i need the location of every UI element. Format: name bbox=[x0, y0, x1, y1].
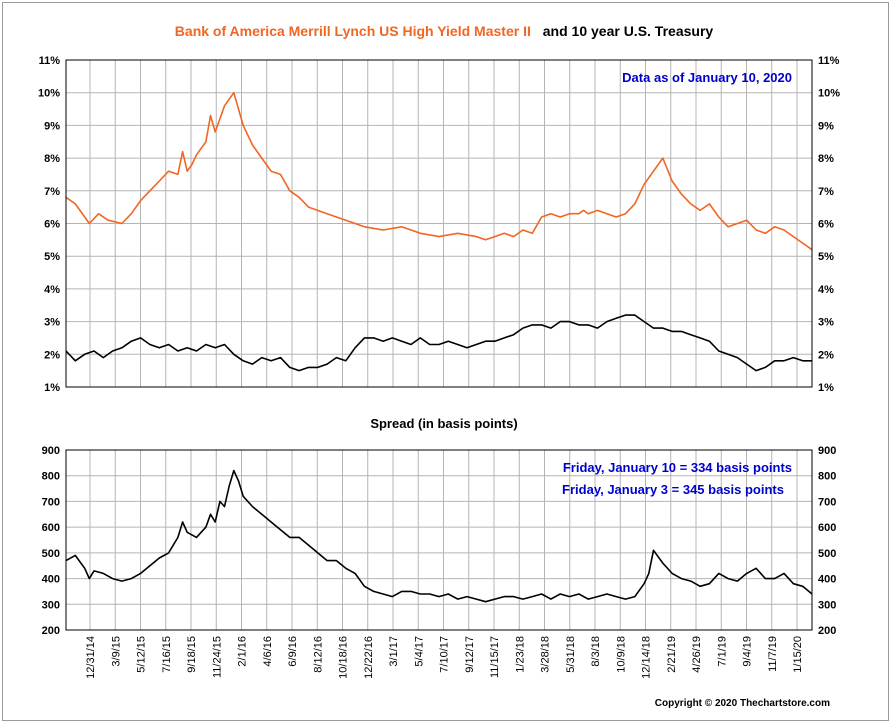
x-tick-label: 5/4/17 bbox=[413, 636, 425, 667]
top-plot-border bbox=[65, 59, 813, 388]
x-tick-label: 9/4/19 bbox=[742, 636, 754, 667]
y-tick-label-right: 900 bbox=[818, 445, 836, 457]
y-tick-label-left: 11% bbox=[39, 55, 61, 67]
bottom-chart-series bbox=[65, 469, 813, 603]
x-tick-label: 3/9/15 bbox=[110, 636, 122, 667]
x-tick-label: 9/12/17 bbox=[464, 636, 476, 673]
x-tick-label: 6/9/16 bbox=[287, 636, 299, 667]
y-tick-label-left: 4% bbox=[44, 284, 60, 296]
spread-chart-title: Spread (in basis points) bbox=[370, 416, 517, 431]
y-tick-label-left: 200 bbox=[42, 625, 60, 637]
top-y-axis-left: 1% 2% 3% 4% 5% 6% 7% 8% 9% 10% 11% bbox=[38, 55, 60, 394]
y-tick-label-right: 400 bbox=[818, 574, 836, 586]
x-tick-label: 8/3/18 bbox=[590, 636, 602, 667]
y-tick-label-right: 9% bbox=[818, 120, 834, 132]
y-tick-label-right: 500 bbox=[818, 548, 836, 560]
y-tick-label-right: 4% bbox=[818, 284, 834, 296]
data-as-of-label: Data as of January 10, 2020 bbox=[622, 70, 792, 85]
y-tick-label-left: 300 bbox=[42, 599, 60, 611]
y-tick-label-left: 900 bbox=[42, 445, 60, 457]
y-tick-label-right: 3% bbox=[818, 317, 834, 329]
y-tick-label-right: 700 bbox=[818, 496, 836, 508]
x-tick-label: 1/15/20 bbox=[792, 636, 804, 673]
title-part-high-yield: Bank of America Merrill Lynch US High Yi… bbox=[175, 23, 531, 39]
top-chart-series bbox=[65, 91, 813, 372]
y-tick-label-left: 700 bbox=[42, 496, 60, 508]
y-tick-label-left: 600 bbox=[42, 522, 60, 534]
x-tick-label: 11/15/17 bbox=[489, 636, 501, 678]
spread-annotation-jan10: Friday, January 10 = 334 basis points bbox=[563, 460, 792, 475]
x-tick-label: 8/12/16 bbox=[312, 636, 324, 673]
top-chart-grid bbox=[66, 60, 812, 387]
y-tick-label-left: 2% bbox=[44, 349, 60, 361]
x-tick-label: 2/21/19 bbox=[666, 636, 678, 673]
x-tick-label: 1/23/18 bbox=[514, 636, 526, 673]
y-tick-label-right: 800 bbox=[818, 471, 836, 483]
y-tick-label-left: 7% bbox=[44, 186, 60, 198]
y-tick-label-left: 9% bbox=[44, 120, 60, 132]
x-tick-label: 3/1/17 bbox=[388, 636, 400, 667]
y-tick-label-right: 11% bbox=[818, 55, 840, 67]
x-axis-date-labels: 12/31/14 3/9/15 5/12/15 7/16/15 9/18/15 11/24… bbox=[85, 636, 804, 679]
y-tick-label-left: 10% bbox=[38, 88, 60, 100]
x-tick-label: 12/22/16 bbox=[363, 636, 375, 679]
x-tick-label: 7/1/19 bbox=[716, 636, 728, 667]
y-tick-label-right: 5% bbox=[818, 251, 834, 263]
y-tick-label-left: 800 bbox=[42, 471, 60, 483]
bottom-y-axis-right: 200 300 400 500 600 700 800 900 bbox=[818, 445, 836, 637]
x-tick-label: 12/31/14 bbox=[85, 636, 97, 679]
y-tick-label-right: 200 bbox=[818, 625, 836, 637]
y-tick-label-left: 3% bbox=[44, 317, 60, 329]
x-tick-label: 7/10/17 bbox=[439, 636, 451, 673]
series-line-1 bbox=[65, 91, 813, 251]
x-tick-label: 12/14/18 bbox=[641, 636, 653, 679]
x-tick-label: 11/7/19 bbox=[767, 636, 779, 672]
y-tick-label-right: 8% bbox=[818, 153, 834, 165]
y-tick-label-left: 8% bbox=[44, 153, 60, 165]
spread-annotation-jan3: Friday, January 3 = 345 basis points bbox=[562, 482, 784, 497]
x-tick-label: 4/6/16 bbox=[262, 636, 274, 667]
bottom-y-axis-left: 200 300 400 500 600 700 800 900 bbox=[42, 445, 60, 637]
chart-title: Bank of America Merrill Lynch US High Yi… bbox=[175, 23, 714, 39]
y-tick-label-right: 300 bbox=[818, 599, 836, 611]
y-tick-label-right: 6% bbox=[818, 219, 834, 231]
y-tick-label-right: 7% bbox=[818, 186, 834, 198]
x-tick-label: 9/18/15 bbox=[186, 636, 198, 673]
y-tick-label-left: 500 bbox=[42, 548, 60, 560]
y-tick-label-right: 10% bbox=[818, 88, 840, 100]
x-tick-label: 5/31/18 bbox=[565, 636, 577, 673]
y-tick-label-left: 6% bbox=[44, 219, 60, 231]
y-tick-label-right: 600 bbox=[818, 522, 836, 534]
x-tick-label: 11/24/15 bbox=[211, 636, 223, 678]
y-tick-label-left: 400 bbox=[42, 574, 60, 586]
y-tick-label-right: 1% bbox=[818, 382, 834, 394]
x-tick-label: 2/1/16 bbox=[237, 636, 249, 667]
x-tick-label: 10/9/18 bbox=[615, 636, 627, 673]
x-tick-label: 3/28/18 bbox=[540, 636, 552, 673]
x-tick-label: 7/16/15 bbox=[161, 636, 173, 673]
title-part-treasury: and 10 year U.S. Treasury bbox=[543, 23, 714, 39]
copyright-notice: Copyright © 2020 Thechartstore.com bbox=[655, 698, 830, 709]
x-tick-label: 5/12/15 bbox=[136, 636, 148, 673]
x-tick-label: 10/18/16 bbox=[338, 636, 350, 679]
bottom-chart-grid bbox=[66, 450, 812, 630]
y-tick-label-right: 2% bbox=[818, 349, 834, 361]
top-y-axis-right: 1% 2% 3% 4% 5% 6% 7% 8% 9% 10% 11% bbox=[818, 55, 840, 394]
series-line-1 bbox=[65, 469, 813, 603]
y-tick-label-left: 1% bbox=[44, 382, 60, 394]
x-tick-label: 4/26/19 bbox=[691, 636, 703, 673]
series-line-2 bbox=[65, 314, 812, 372]
bottom-plot-border bbox=[65, 449, 813, 631]
y-tick-label-left: 5% bbox=[44, 251, 60, 263]
